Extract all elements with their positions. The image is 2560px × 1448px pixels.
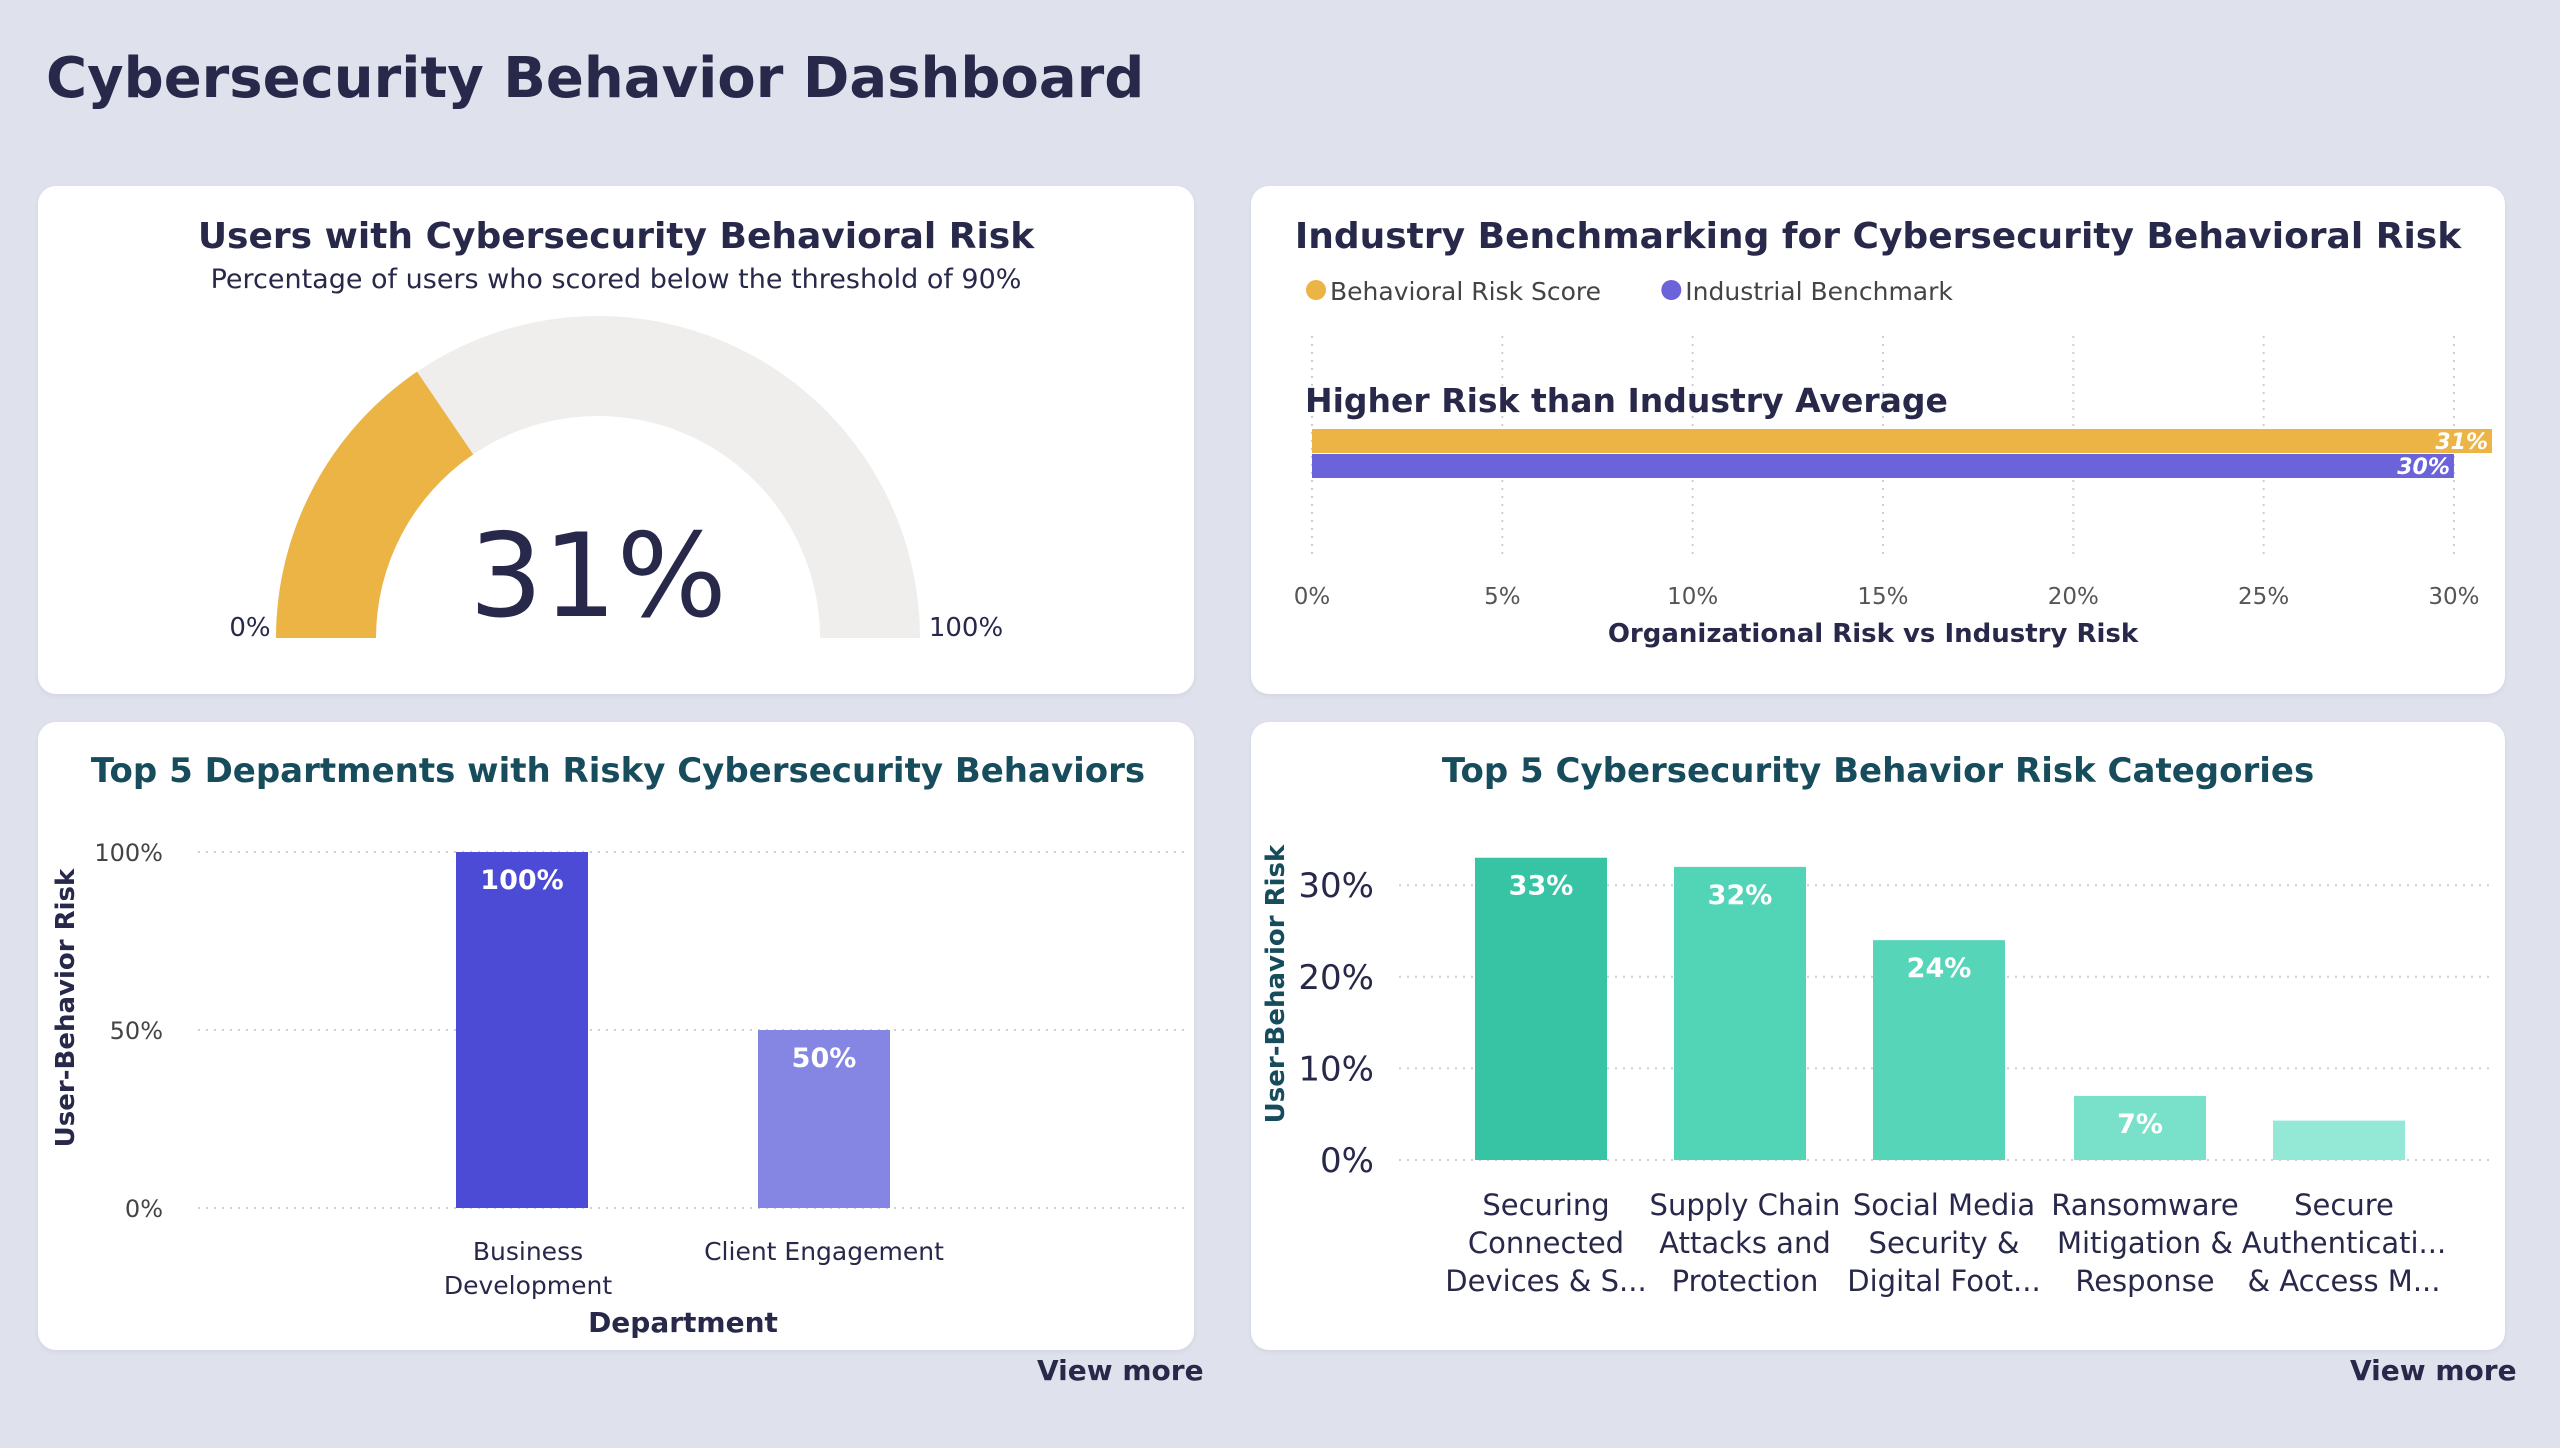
x-category-label: Supply Chain — [1650, 1188, 1841, 1222]
gauge-chart: Users with Cybersecurity Behavioral Risk… — [198, 216, 1035, 644]
x-category-label: Response — [2075, 1264, 2214, 1298]
legend-marker-0 — [1306, 280, 1326, 300]
departments-card: Top 5 Departments with Risky Cybersecuri… — [38, 722, 1194, 1350]
benchmark-annotation: Higher Risk than Industry Average — [1305, 381, 1948, 420]
x-tick-label: 10% — [1667, 584, 1718, 610]
x-category-label: Securing — [1482, 1188, 1609, 1222]
bar-category — [2273, 1120, 2405, 1160]
bar-category — [1475, 857, 1607, 1160]
y-tick-label: 30% — [1298, 866, 1374, 906]
bar-category — [1873, 940, 2005, 1160]
bar-label: 31% — [2435, 430, 2488, 455]
departments-chart: Top 5 Departments with Risky Cybersecuri… — [51, 751, 1184, 1339]
bar-label: 30% — [2397, 455, 2450, 480]
x-category-label: Mitigation & — [2057, 1226, 2233, 1260]
bar-value-label: 24% — [1907, 953, 1972, 984]
legend-label-0: Behavioral Risk Score — [1330, 277, 1601, 306]
gauge-title: Users with Cybersecurity Behavioral Risk — [198, 216, 1035, 257]
x-axis-label: Department — [588, 1306, 778, 1339]
y-axis-label: User-Behavior Risk — [1261, 844, 1291, 1123]
x-category-label: Secure — [2294, 1188, 2394, 1222]
y-tick-label: 100% — [94, 839, 163, 867]
x-category-label: Security & — [1869, 1226, 2020, 1260]
benchmark-card: Industry Benchmarking for Cybersecurity … — [1251, 186, 2505, 694]
page-title: Cybersecurity Behavior Dashboard — [46, 46, 1145, 111]
gauge-card: Users with Cybersecurity Behavioral Risk… — [38, 186, 1194, 694]
bar-department — [456, 852, 588, 1208]
bar-value-label: 50% — [792, 1043, 857, 1074]
x-tick-label: 20% — [2048, 584, 2099, 610]
y-tick-label: 10% — [1298, 1049, 1374, 1089]
bar-department — [758, 1030, 890, 1208]
y-tick-label: 0% — [125, 1195, 163, 1223]
bar-category — [1674, 866, 1806, 1160]
x-category-label: Ransomware — [2051, 1188, 2238, 1222]
gauge-subtitle: Percentage of users who scored below the… — [211, 264, 1022, 295]
gauge-value: 31% — [469, 509, 727, 644]
x-tick-label: 30% — [2428, 584, 2479, 610]
legend-label-1: Industrial Benchmark — [1685, 277, 1953, 306]
x-category-label: Devices & S... — [1445, 1264, 1646, 1298]
x-tick-label: 0% — [1294, 584, 1331, 610]
categories-title: Top 5 Cybersecurity Behavior Risk Catego… — [1442, 751, 2314, 791]
view-more-departments-link[interactable]: View more — [1037, 1354, 1204, 1387]
y-tick-label: 50% — [110, 1017, 163, 1045]
x-tick-label: 25% — [2238, 584, 2289, 610]
y-tick-label: 20% — [1298, 958, 1374, 998]
gauge-min-label: 0% — [229, 613, 270, 643]
bar-benchmark — [1312, 454, 2454, 478]
y-tick-label: 0% — [1320, 1141, 1374, 1181]
x-category-label: Development — [444, 1271, 612, 1300]
x-axis-label: Organizational Risk vs Industry Risk — [1608, 619, 2139, 649]
gauge-fill — [276, 371, 474, 638]
bar-category — [2074, 1095, 2206, 1160]
x-category-label: Connected — [1468, 1226, 1624, 1260]
legend-marker-1 — [1661, 280, 1682, 300]
benchmark-title: Industry Benchmarking for Cybersecurity … — [1295, 216, 2462, 257]
gauge-max-label: 100% — [929, 613, 1003, 643]
categories-card: Top 5 Cybersecurity Behavior Risk Catego… — [1251, 722, 2505, 1350]
x-category-label: Client Engagement — [704, 1237, 944, 1266]
x-category-label: Authenticati... — [2242, 1226, 2446, 1260]
y-axis-label: User-Behavior Risk — [51, 868, 81, 1147]
gauge-track — [276, 316, 920, 638]
x-category-label: & Access M... — [2247, 1264, 2440, 1298]
x-tick-label: 5% — [1484, 584, 1521, 610]
x-category-label: Digital Foot... — [1847, 1264, 2040, 1298]
x-tick-label: 15% — [1857, 584, 1908, 610]
x-category-label: Protection — [1672, 1264, 1819, 1298]
bar-value-label: 32% — [1708, 880, 1773, 911]
x-category-label: Business — [473, 1237, 583, 1266]
bar-value-label: 7% — [2117, 1109, 2163, 1140]
departments-title: Top 5 Departments with Risky Cybersecuri… — [91, 751, 1145, 791]
bar-value-label: 33% — [1509, 871, 1574, 902]
x-category-label: Attacks and — [1659, 1226, 1830, 1260]
categories-chart: Top 5 Cybersecurity Behavior Risk Catego… — [1261, 751, 2495, 1298]
view-more-categories-link[interactable]: View more — [2350, 1354, 2517, 1387]
x-category-label: Social Media — [1853, 1188, 2035, 1222]
benchmark-chart: Industry Benchmarking for Cybersecurity … — [1294, 216, 2492, 649]
bar-value-label: 100% — [480, 865, 563, 896]
bar-risk-score — [1312, 429, 2492, 453]
